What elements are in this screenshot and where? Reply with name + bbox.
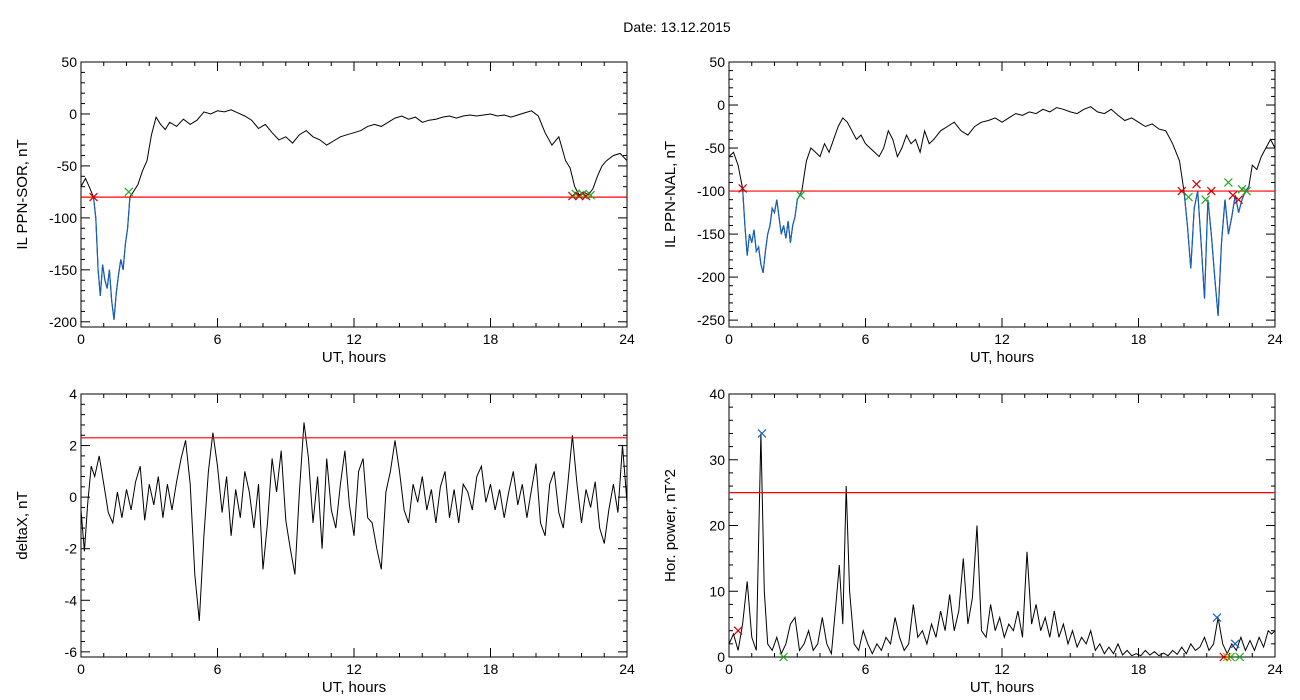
- x-tick-label: 12: [346, 331, 362, 347]
- x-tick-label: 0: [77, 661, 85, 677]
- x-axis-label: UT, hours: [322, 349, 386, 366]
- event-marker: [89, 192, 98, 202]
- panel-ppn-nal: 0 6 12 18 24 -250 -200 -150 -100 -50 0 50 UT, hours I…: [662, 54, 1283, 366]
- event-marker: [757, 429, 767, 438]
- event-segment: [92, 197, 131, 320]
- x-tick-label: 18: [483, 661, 499, 677]
- page-title: Date: 13.12.2015: [623, 19, 731, 35]
- y-tick-label: -2: [65, 541, 78, 557]
- plot-content: [81, 109, 627, 320]
- event-segment: [1183, 186, 1250, 316]
- event-marker: [1222, 652, 1232, 662]
- plot-content: [729, 433, 1275, 657]
- x-axis-label: UT, hours: [970, 679, 1034, 696]
- event-marker: [1234, 195, 1244, 205]
- event-marker: [1228, 190, 1238, 200]
- y-tick-label: 0: [717, 649, 725, 665]
- y-tick-label: -100: [49, 210, 77, 226]
- x-tick-label: 18: [483, 331, 499, 347]
- y-tick-label: -150: [49, 262, 77, 278]
- y-axis-label: deltaX, nT: [14, 491, 31, 559]
- plot-frame: [728, 61, 1276, 328]
- event-marker: [1192, 179, 1201, 189]
- y-tick-label: 0: [717, 97, 725, 113]
- event-marker: [779, 652, 789, 662]
- y-tick-label: -150: [697, 226, 725, 242]
- plot-content: [729, 106, 1275, 316]
- y-tick-label: -100: [697, 183, 725, 199]
- series-line: [81, 422, 627, 621]
- x-tick-label: 0: [725, 661, 733, 677]
- x-axis-label: UT, hours: [970, 349, 1034, 366]
- y-axis-label: IL PPN-SOR, nT: [14, 139, 31, 249]
- series-line: [81, 109, 627, 320]
- event-marker: [1206, 186, 1216, 196]
- y-tick-label: 4: [69, 386, 77, 402]
- y-tick-label: 2: [69, 438, 77, 454]
- plot-frame: [80, 61, 628, 328]
- event-marker: [1219, 652, 1229, 662]
- event-marker: [1242, 186, 1251, 196]
- plot-content: [81, 422, 627, 621]
- x-tick-label: 6: [214, 661, 222, 677]
- x-tick-label: 24: [1267, 661, 1283, 677]
- event-marker: [733, 626, 743, 636]
- x-tick-label: 6: [862, 661, 870, 677]
- event-marker: [1226, 652, 1236, 662]
- event-marker: [1230, 639, 1240, 649]
- event-segment: [742, 188, 803, 273]
- x-tick-label: 24: [619, 661, 635, 677]
- y-tick-label: 0: [69, 489, 77, 505]
- y-tick-label: 0: [69, 106, 77, 122]
- panel-hor-power: 0 6 12 18 24 0 10 20 30 40 UT, hours Hor. power, nT…: [662, 386, 1283, 696]
- event-marker: [738, 184, 748, 193]
- plot-frame: [80, 393, 628, 658]
- event-marker: [1184, 192, 1193, 202]
- y-tick-label: -200: [697, 269, 725, 285]
- x-tick-label: 24: [619, 331, 635, 347]
- panel-ppn-sor: 0 6 12 18 24 -200 -150 -100 -50 0 50 UT, hours IL PP…: [14, 54, 635, 366]
- y-tick-label: -6: [65, 644, 78, 660]
- y-tick-label: -50: [57, 158, 77, 174]
- y-tick-label: -4: [65, 592, 78, 608]
- x-tick-label: 18: [1131, 331, 1147, 347]
- event-marker: [124, 187, 134, 197]
- event-marker: [1223, 178, 1233, 187]
- x-tick-label: 12: [346, 661, 362, 677]
- y-tick-label: 40: [709, 386, 725, 402]
- y-tick-label: -50: [705, 140, 725, 156]
- event-marker: [1201, 195, 1211, 205]
- x-tick-label: 6: [862, 331, 870, 347]
- x-axis-label: UT, hours: [322, 679, 386, 696]
- y-tick-label: 20: [709, 518, 725, 534]
- x-tick-label: 6: [214, 331, 222, 347]
- x-tick-label: 24: [1267, 331, 1283, 347]
- y-tick-label: -200: [49, 314, 77, 330]
- y-tick-label: 30: [709, 452, 725, 468]
- y-axis-label: Hor. power, nT^2: [662, 469, 679, 582]
- y-tick-label: -250: [697, 312, 725, 328]
- y-tick-label: 10: [709, 583, 725, 599]
- event-marker: [796, 190, 806, 200]
- y-axis-label: IL PPN-NAL, nT: [662, 141, 679, 248]
- series-line: [729, 433, 1275, 657]
- event-marker: [1237, 184, 1247, 194]
- series-line: [729, 106, 1275, 316]
- y-tick-label: 50: [709, 54, 725, 70]
- y-tick-label: 50: [61, 54, 77, 70]
- x-tick-label: 12: [994, 331, 1010, 347]
- x-tick-label: 0: [77, 331, 85, 347]
- x-tick-label: 12: [994, 661, 1010, 677]
- x-tick-label: 18: [1131, 661, 1147, 677]
- x-tick-label: 0: [725, 331, 733, 347]
- event-marker: [586, 190, 596, 200]
- event-marker: [1235, 652, 1245, 662]
- event-marker: [1212, 613, 1222, 622]
- plot-frame: [728, 393, 1276, 658]
